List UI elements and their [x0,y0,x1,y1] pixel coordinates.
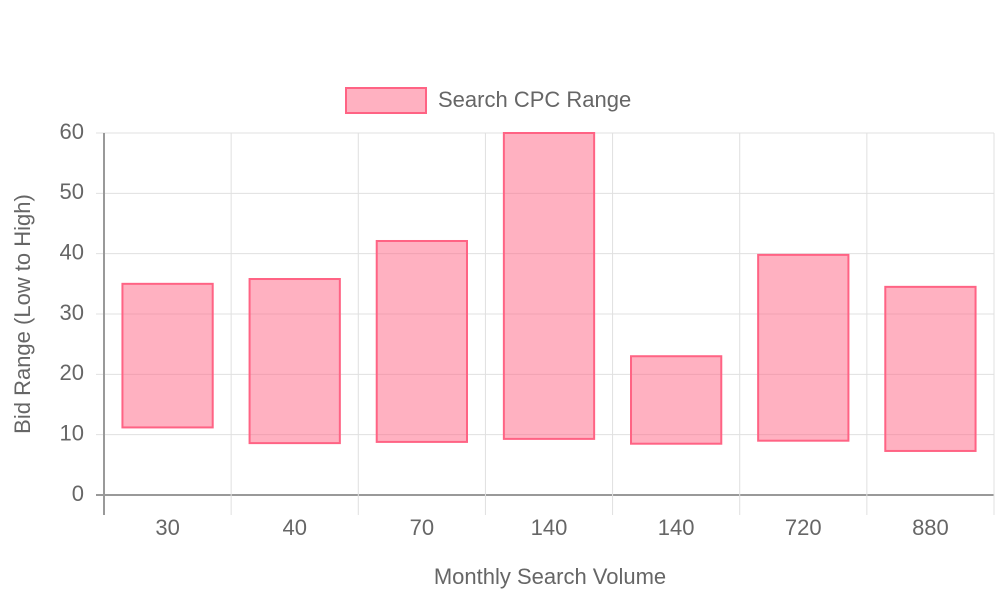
bar [248,278,341,445]
bar [757,253,850,442]
y-tick-label: 40 [60,239,84,264]
bar [502,132,596,440]
legend-label: Search CPC Range [438,87,631,112]
bar [630,355,723,445]
y-axis-title: Bid Range (Low to High) [10,194,35,434]
bar [375,239,468,443]
x-tick-label: 140 [531,515,568,540]
x-tick-label: 70 [410,515,434,540]
x-tick-label: 720 [785,515,822,540]
y-tick-label: 30 [60,300,84,325]
x-axis-title: Monthly Search Volume [434,564,666,589]
y-tick-label: 10 [60,420,84,445]
legend-swatch [345,87,427,114]
y-tick-label: 60 [60,119,84,144]
x-tick-label: 30 [155,515,179,540]
x-tick-label: 40 [282,515,306,540]
bar [884,285,977,452]
x-tick-label: 880 [912,515,949,540]
y-tick-label: 0 [72,481,84,506]
y-tick-label: 50 [60,179,84,204]
bar [121,282,214,429]
x-tick-label: 140 [658,515,695,540]
y-tick-label: 20 [60,360,84,385]
